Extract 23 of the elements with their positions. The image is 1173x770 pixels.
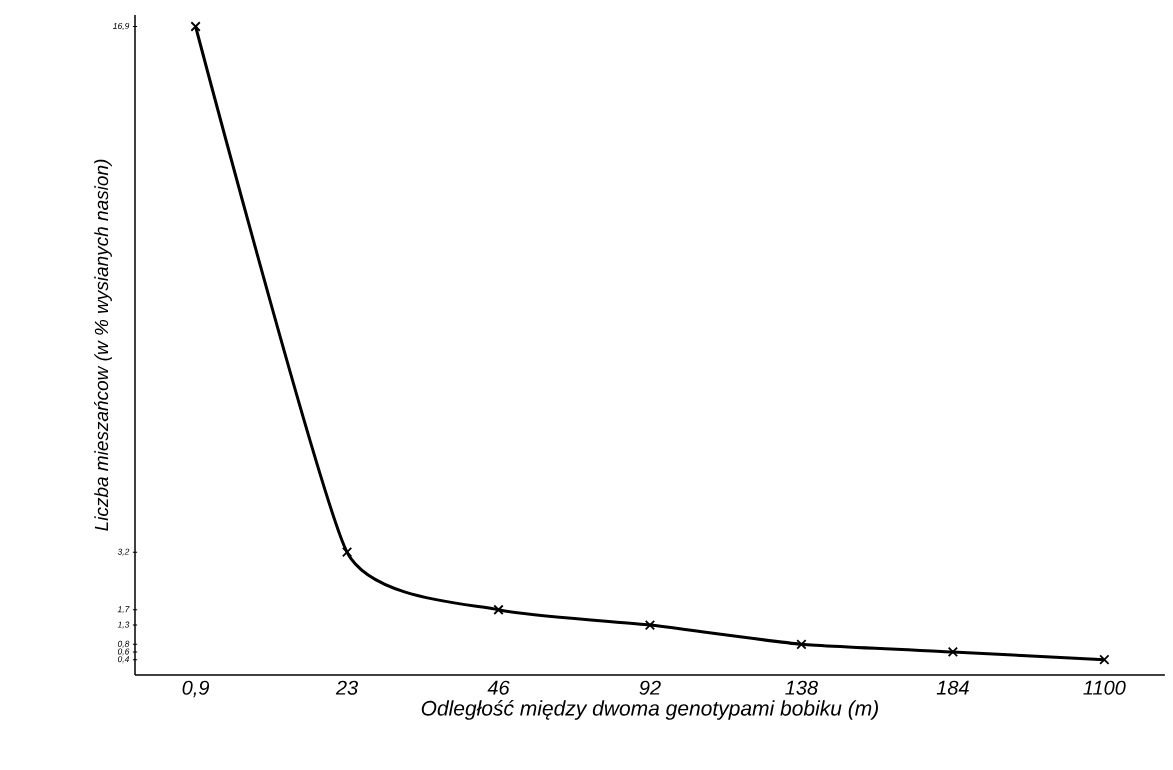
point xyxy=(341,547,353,558)
x-tick-label: 1100 xyxy=(1083,680,1126,695)
point xyxy=(493,604,504,615)
y-tick-label: 0,4 xyxy=(117,656,130,664)
x-tick-label: 92 xyxy=(639,680,661,695)
x-tick-label: 46 xyxy=(487,680,510,695)
x-tick-label: 184 xyxy=(936,680,969,695)
point xyxy=(1099,654,1110,665)
y-tick-label: 1,3 xyxy=(117,621,130,629)
y-tick-label: 3,2 xyxy=(117,548,130,556)
y-tick-label: 0,6 xyxy=(117,648,130,656)
x-tick-label: 138 xyxy=(785,680,818,695)
x-axis-title: Odległość między dwoma genotypami bobiku (m) xyxy=(421,700,878,720)
point xyxy=(947,646,959,658)
y-tick-label: 0,8 xyxy=(117,640,130,648)
y-axis-title: Liczba mieszańcow (w % wysianych nasion) xyxy=(94,159,112,531)
x-tick-label: 23 xyxy=(335,680,358,695)
y-tick-label: 1,7 xyxy=(117,606,130,614)
point xyxy=(190,21,201,32)
x-tick-label: 0,9 xyxy=(182,680,210,698)
point xyxy=(644,619,656,631)
y-tick-label: 16,9 xyxy=(113,23,130,31)
point xyxy=(796,639,807,650)
